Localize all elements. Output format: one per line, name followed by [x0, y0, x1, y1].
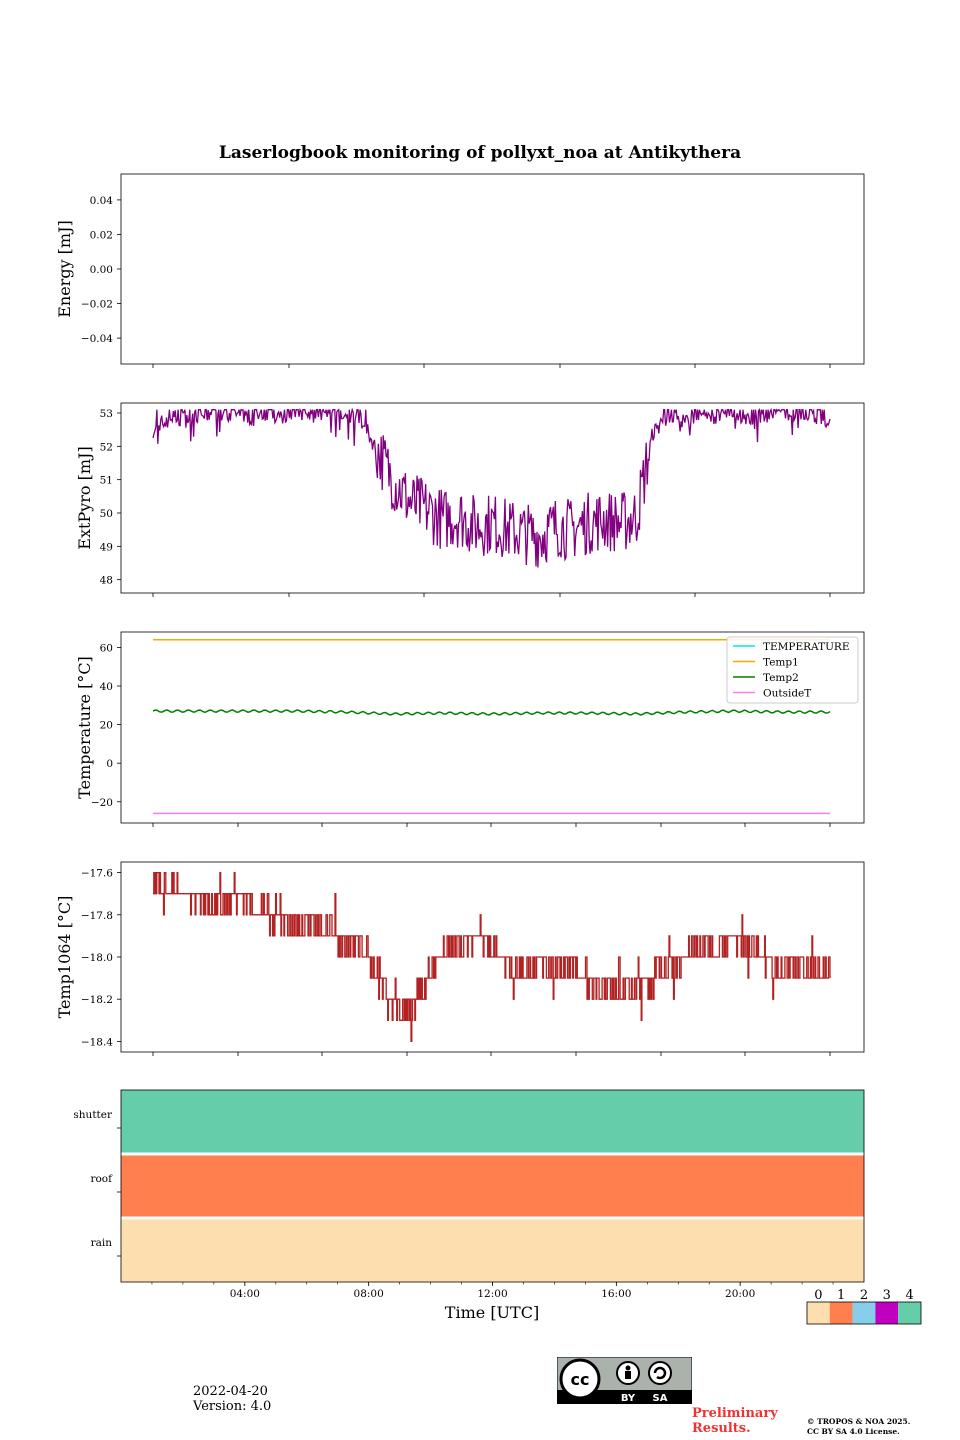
chart-title: Laserlogbook monitoring of pollyxt_noa a…	[219, 143, 741, 163]
x-tick-label: 04:00	[230, 1288, 260, 1300]
colorbar-cell	[829, 1302, 853, 1324]
y-tick-label: 50	[100, 508, 113, 520]
panel-energy: 0.04 0.02 0.00 −0.02 −0.04 Energy [mJ]	[55, 173, 865, 368]
legend-entry: TEMPERATURE	[763, 641, 850, 653]
date-label: 2022-04-20	[193, 1384, 268, 1399]
x-axis-label: Time [UTC]	[445, 1303, 539, 1322]
y-tick-label: 53	[100, 408, 113, 420]
copyright-line-1: © TROPOS & NOA 2025.	[807, 1417, 911, 1426]
colorbar-frame	[806, 1301, 922, 1325]
colorbar-label: 2	[860, 1288, 868, 1303]
panel-extpyro: 53 52 51 50 49 48 ExtPyro [mJ]	[75, 402, 865, 597]
preliminary-results-label: Preliminary Results.	[692, 1406, 778, 1436]
legend-entry: Temp2	[763, 672, 799, 684]
sa-text: SA	[653, 1393, 668, 1404]
y-axis-label: Temperature [°C]	[75, 656, 94, 799]
cc-circle-icon	[559, 1358, 601, 1400]
colorbar-label: 3	[883, 1288, 891, 1303]
series-line-extpyro	[152, 407, 831, 568]
y-tick-label: −0.02	[81, 299, 113, 311]
y-tick-label: −17.8	[81, 910, 113, 922]
colorbar-cell	[898, 1302, 921, 1324]
cc-by-sa-license-icon: cc BY SA	[557, 1357, 692, 1404]
legend-entry: OutsideT	[763, 688, 811, 700]
by-text: BY	[621, 1393, 636, 1404]
panel-temp1064: −17.6 −17.8 −18.0 −18.2 −18.4 Temp1064 [°C]	[55, 861, 865, 1056]
y-tick-label: 49	[100, 541, 113, 553]
colorbar-cell	[875, 1302, 899, 1324]
colorbar-label: 4	[905, 1288, 913, 1303]
colorbar-label: 1	[837, 1288, 845, 1303]
copyright-line-2: CC BY SA 4.0 License.	[807, 1427, 900, 1436]
status-row-label: shutter	[73, 1109, 113, 1121]
copyright-block: © TROPOS & NOA 2025. CC BY SA 4.0 Licens…	[807, 1417, 957, 1437]
axes-frame	[120, 402, 865, 594]
colorbar-cell	[852, 1302, 876, 1324]
y-tick-label: 0	[106, 758, 113, 770]
date-version-block: 2022-04-20 Version: 4.0	[193, 1384, 271, 1414]
colorbar-cell	[807, 1302, 830, 1324]
y-tick-label: 51	[100, 475, 113, 487]
y-tick-label: −17.6	[81, 868, 113, 880]
y-tick-label: −18.2	[81, 994, 113, 1006]
status-band-rain	[121, 1218, 864, 1282]
y-tick-label: 0.04	[90, 195, 114, 207]
y-tick-label: −18.0	[81, 952, 113, 964]
cc-text: cc	[571, 1370, 590, 1389]
y-tick-label: −20	[91, 797, 113, 809]
colorbar-label: 0	[814, 1288, 822, 1303]
status-row-label: rain	[91, 1237, 113, 1249]
axes-frame	[120, 173, 865, 365]
status-band-shutter	[121, 1090, 864, 1154]
y-tick-label: 48	[100, 575, 113, 587]
y-axis-label: Temp1064 [°C]	[55, 896, 74, 1019]
y-tick-label: 52	[100, 441, 113, 453]
x-tick-label: 08:00	[354, 1288, 384, 1300]
sa-share-icon	[648, 1361, 672, 1385]
x-tick-label: 12:00	[477, 1288, 507, 1300]
y-axis-label: Energy [mJ]	[55, 220, 74, 318]
y-tick-label: −0.04	[81, 333, 113, 345]
series-line-temp2	[152, 709, 831, 716]
status-row-label: roof	[90, 1173, 113, 1185]
y-tick-label: 40	[100, 681, 113, 693]
version-label: Version: 4.0	[193, 1399, 272, 1414]
status-band-roof	[121, 1154, 864, 1218]
legend-entry: Temp1	[763, 657, 799, 669]
x-tick-label: 20:00	[725, 1288, 755, 1300]
y-tick-label: 20	[100, 720, 113, 732]
y-tick-label: 60	[100, 642, 113, 654]
x-tick-label: 16:00	[601, 1288, 631, 1300]
y-tick-label: −18.4	[81, 1036, 113, 1048]
y-axis-label: ExtPyro [mJ]	[75, 446, 94, 549]
legend-box	[726, 636, 859, 704]
legend: TEMPERATURE Temp1 Temp2 OutsideT	[726, 636, 859, 704]
panel-status: shutter roof rain 04:00 08:00 12:00 16:00 20:00…	[73, 1089, 922, 1325]
y-tick-label: 0.00	[90, 264, 113, 276]
y-tick-label: 0.02	[90, 229, 113, 241]
series-line-temp1064	[153, 871, 831, 1043]
